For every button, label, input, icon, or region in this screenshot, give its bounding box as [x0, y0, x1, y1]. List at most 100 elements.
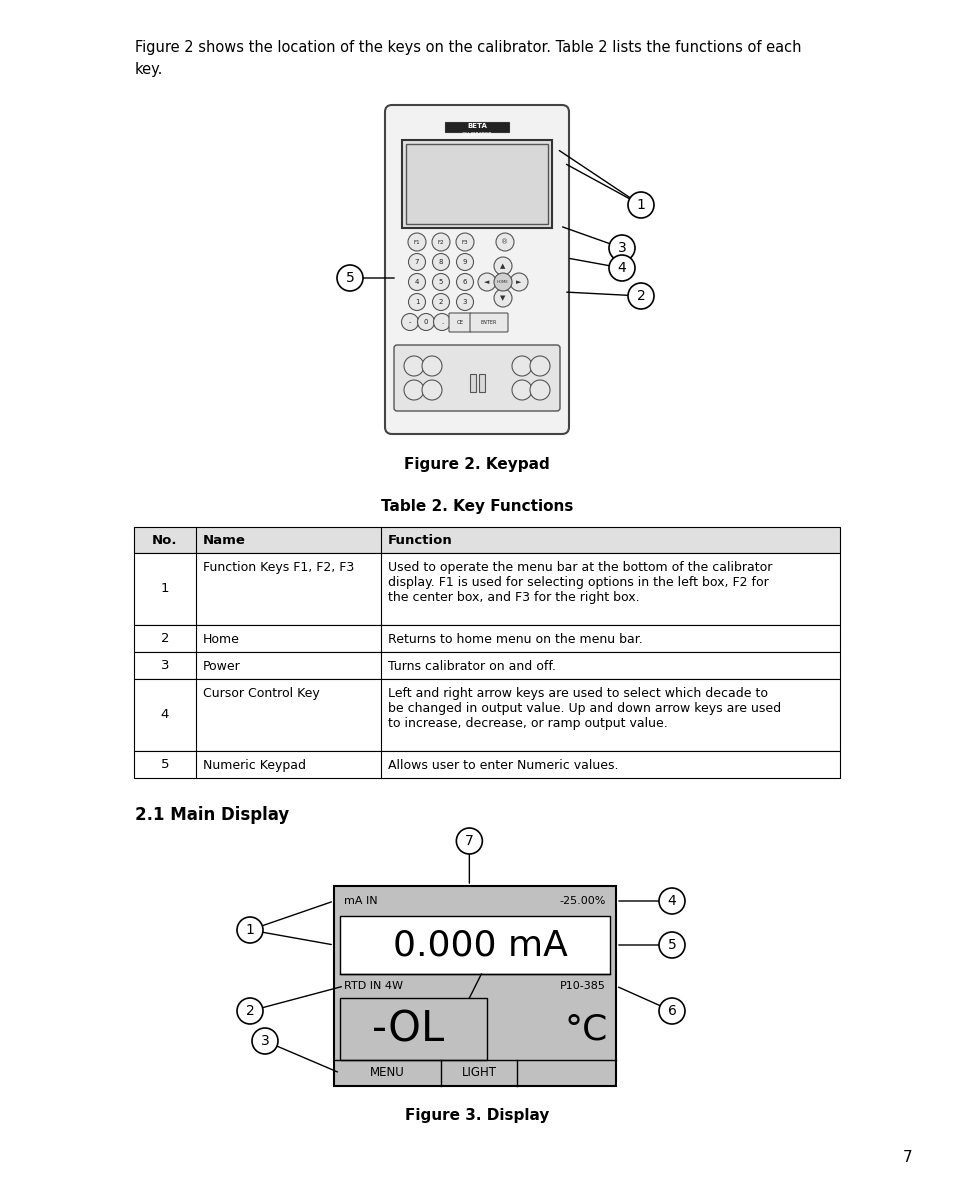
Bar — [133, 527, 840, 553]
Circle shape — [510, 273, 527, 292]
Circle shape — [496, 233, 514, 251]
Text: 0.000 mA: 0.000 mA — [392, 928, 567, 962]
Text: Returns to home menu on the menu bar.: Returns to home menu on the menu bar. — [388, 633, 642, 646]
Circle shape — [494, 273, 512, 292]
Circle shape — [336, 265, 363, 292]
Circle shape — [432, 274, 449, 290]
Text: LIGHT: LIGHT — [461, 1066, 497, 1080]
Circle shape — [659, 931, 684, 957]
Text: Name: Name — [203, 533, 246, 546]
Text: HOME: HOME — [497, 280, 508, 284]
FancyBboxPatch shape — [385, 105, 568, 434]
Text: No.: No. — [152, 533, 177, 546]
Text: 5: 5 — [161, 758, 169, 771]
Text: ◄: ◄ — [484, 278, 489, 286]
Text: Cursor Control Key: Cursor Control Key — [203, 687, 319, 700]
Text: 0: 0 — [423, 319, 428, 325]
Text: -: - — [408, 319, 411, 325]
Text: Function: Function — [388, 533, 453, 546]
Text: 3: 3 — [462, 299, 467, 305]
Text: 9: 9 — [462, 260, 467, 265]
Text: ▼: ▼ — [499, 295, 505, 301]
Bar — [470, 374, 476, 392]
Circle shape — [408, 233, 426, 251]
Circle shape — [456, 254, 473, 270]
Text: -25.00%: -25.00% — [559, 896, 605, 907]
Text: 2: 2 — [636, 289, 644, 303]
Circle shape — [512, 380, 532, 401]
Text: 6: 6 — [667, 1004, 676, 1018]
Text: ENTER: ENTER — [480, 320, 497, 325]
Circle shape — [421, 380, 441, 401]
Text: 2: 2 — [438, 299, 443, 305]
Circle shape — [627, 192, 654, 218]
Text: Used to operate the menu bar at the bottom of the calibrator
display. F1 is used: Used to operate the menu bar at the bott… — [388, 561, 772, 604]
Text: ►: ► — [516, 278, 521, 286]
Circle shape — [403, 356, 423, 376]
Text: 7: 7 — [464, 834, 474, 848]
Circle shape — [401, 314, 418, 331]
Circle shape — [477, 273, 496, 292]
Text: 1: 1 — [161, 583, 169, 596]
Text: 3: 3 — [161, 659, 169, 672]
Bar — [339, 998, 486, 1061]
Circle shape — [421, 356, 441, 376]
Circle shape — [456, 828, 482, 854]
Text: ®: ® — [501, 239, 508, 245]
Circle shape — [512, 356, 532, 376]
Text: ▲: ▲ — [499, 263, 505, 269]
Text: RTD IN 4W: RTD IN 4W — [344, 981, 402, 991]
Circle shape — [456, 274, 473, 290]
Text: 1: 1 — [636, 198, 645, 212]
Text: 6: 6 — [462, 278, 467, 286]
Circle shape — [433, 314, 450, 331]
Circle shape — [608, 255, 635, 281]
Bar — [133, 679, 840, 751]
Text: 5: 5 — [438, 278, 443, 286]
Circle shape — [530, 380, 550, 401]
Text: Figure 2. Keypad: Figure 2. Keypad — [404, 457, 549, 472]
Circle shape — [432, 233, 450, 251]
Circle shape — [608, 235, 635, 261]
Text: 7: 7 — [902, 1149, 911, 1165]
Text: Left and right arrow keys are used to select which decade to
be changed in outpu: Left and right arrow keys are used to se… — [388, 687, 781, 730]
Text: 3: 3 — [617, 241, 626, 255]
Circle shape — [530, 356, 550, 376]
Text: 2: 2 — [245, 1004, 254, 1018]
Bar — [478, 374, 484, 392]
Text: 4: 4 — [161, 709, 169, 722]
Circle shape — [236, 917, 263, 943]
Text: MENU: MENU — [370, 1066, 404, 1080]
Circle shape — [456, 294, 473, 310]
Text: 5: 5 — [345, 271, 354, 286]
Circle shape — [403, 380, 423, 401]
Circle shape — [408, 274, 425, 290]
Text: F3: F3 — [461, 239, 468, 244]
FancyBboxPatch shape — [394, 345, 559, 411]
Text: P10-385: P10-385 — [559, 981, 605, 991]
Circle shape — [659, 888, 684, 914]
Text: 1: 1 — [245, 923, 254, 937]
Bar — [133, 652, 840, 679]
Bar — [334, 886, 616, 1085]
Text: -OL: -OL — [372, 1008, 444, 1050]
Circle shape — [494, 289, 512, 307]
Text: 3: 3 — [260, 1035, 269, 1048]
Circle shape — [252, 1029, 277, 1053]
Text: Figure 2 shows the location of the keys on the calibrator. Table 2 lists the fun: Figure 2 shows the location of the keys … — [135, 40, 801, 55]
Circle shape — [494, 257, 512, 275]
Circle shape — [627, 283, 654, 309]
Text: .: . — [440, 319, 442, 325]
FancyBboxPatch shape — [470, 313, 507, 332]
Text: Figure 3. Display: Figure 3. Display — [404, 1108, 549, 1123]
Text: CALIBRATOR: CALIBRATOR — [461, 132, 492, 136]
Bar — [133, 624, 840, 652]
Circle shape — [659, 998, 684, 1024]
Text: 5: 5 — [667, 939, 676, 952]
Bar — [133, 751, 840, 779]
Text: BETA: BETA — [467, 123, 486, 129]
Bar — [406, 145, 547, 224]
Text: Power: Power — [203, 660, 240, 673]
Text: CE: CE — [456, 320, 463, 325]
Text: Home: Home — [203, 633, 239, 646]
